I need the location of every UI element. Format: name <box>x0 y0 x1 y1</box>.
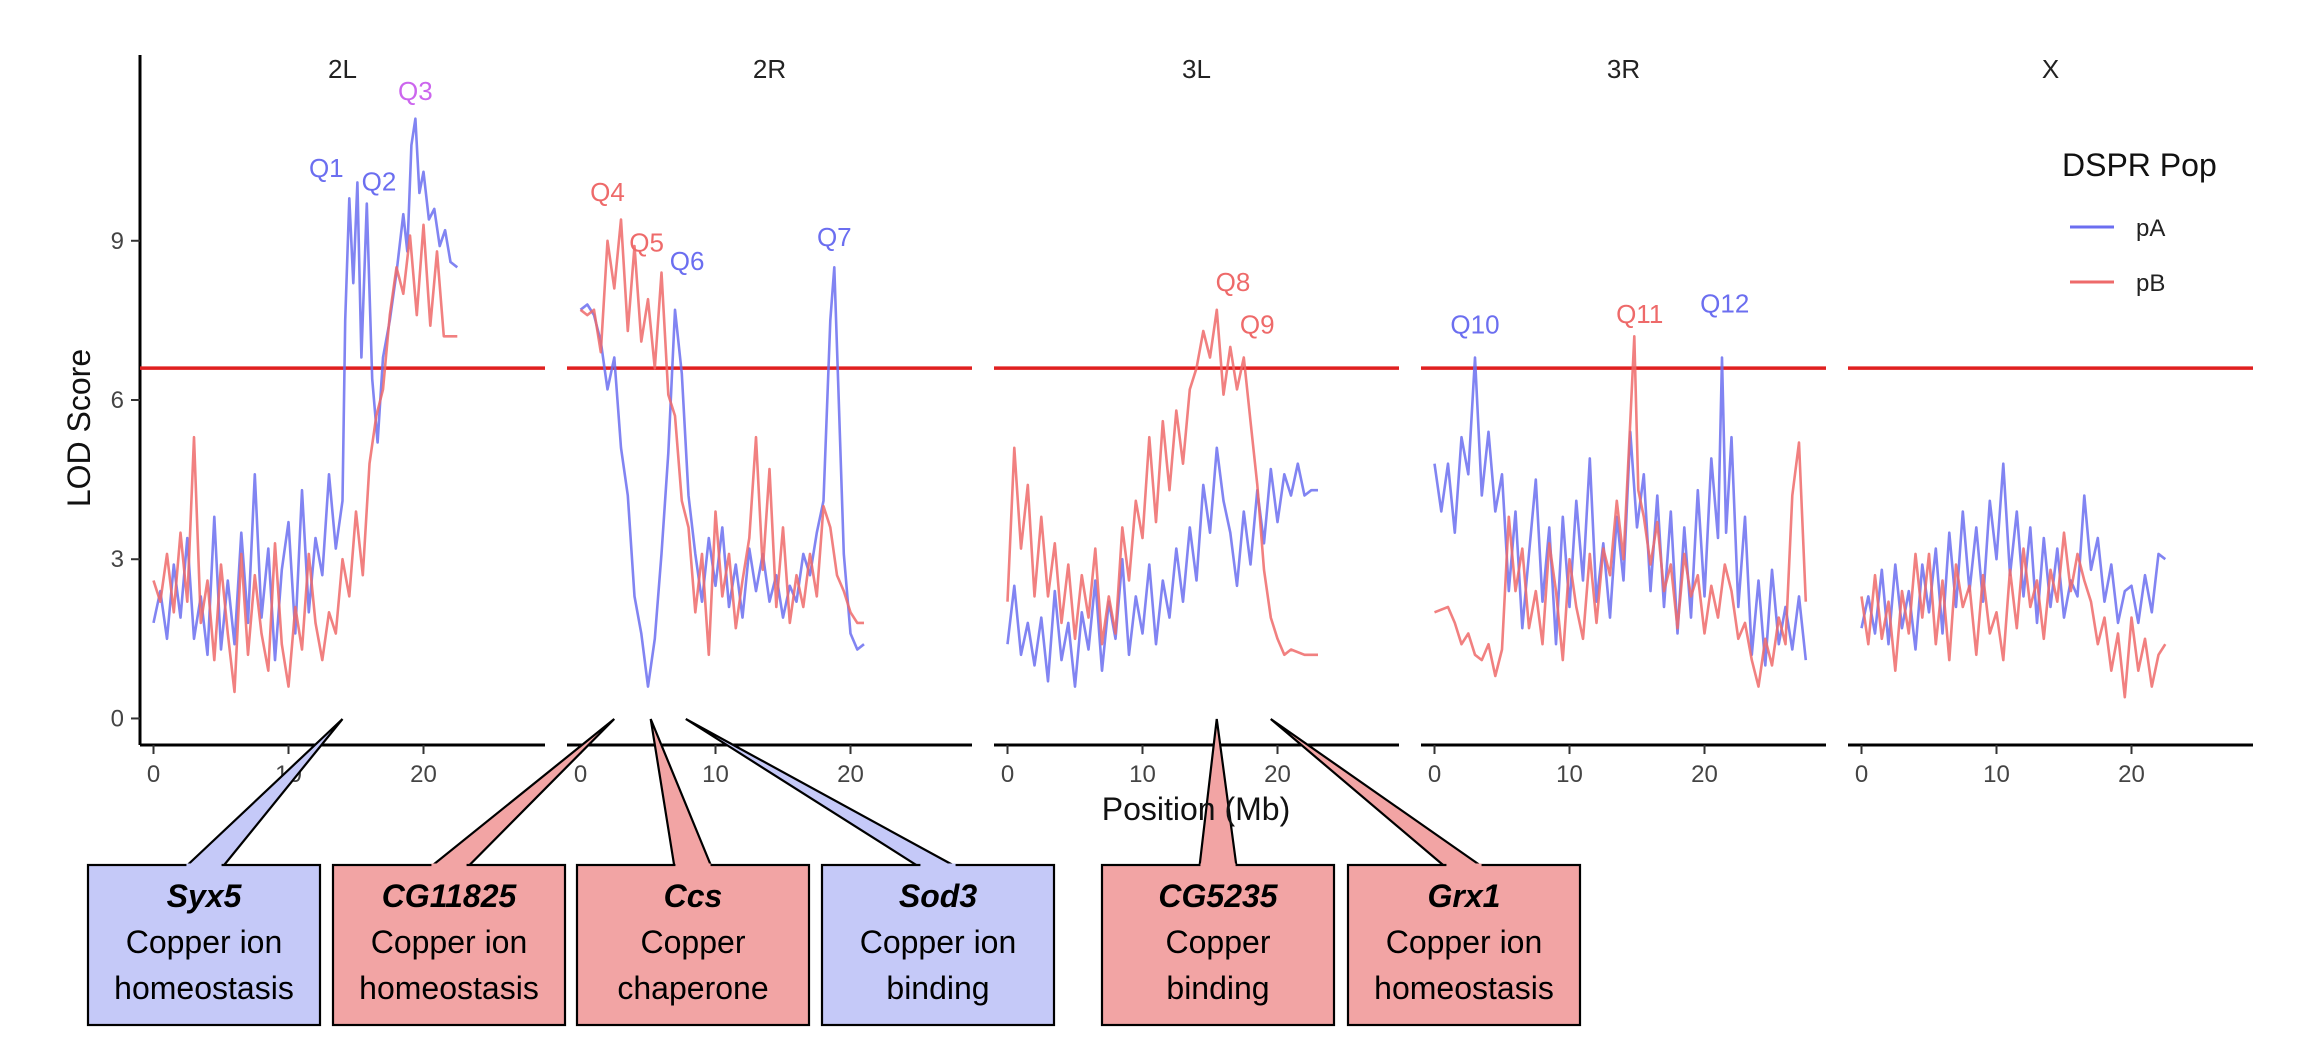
y-tick-label: 0 <box>111 705 124 732</box>
callout-pointer <box>649 718 714 869</box>
qtl-label-q12: Q12 <box>1700 288 1749 318</box>
panel-title: 2R <box>753 54 786 84</box>
panel-x: X 0 10 20 <box>1848 54 2253 788</box>
callout-line-1: Copper ion <box>860 924 1017 960</box>
x-tick-label: 20 <box>2118 761 2145 788</box>
x-tick-label: 20 <box>837 761 864 788</box>
callout-pointer <box>182 718 344 869</box>
callout-line-1: Copper ion <box>1386 924 1543 960</box>
x-axis-title: Position (Mb) <box>1102 791 1291 827</box>
x-tick-label: 0 <box>574 761 587 788</box>
callout-line-2: homeostasis <box>1374 970 1554 1006</box>
callout-line-1: Copper <box>1166 924 1271 960</box>
qtl-label-q3: Q3 <box>398 76 433 106</box>
callout-gene-name: Ccs <box>664 878 723 914</box>
series-pa-line <box>1433 356 1808 667</box>
series-pb-line <box>1006 308 1318 657</box>
callout-gene-name: Sod3 <box>899 878 977 914</box>
series-pb-line <box>152 223 458 694</box>
series-pb-line <box>1860 531 2167 699</box>
callout-gene-name: Grx1 <box>1428 878 1501 914</box>
y-tick-label: 3 <box>111 546 124 573</box>
callout-line-1: Copper <box>641 924 746 960</box>
x-tick-label: 0 <box>147 761 160 788</box>
callout-box <box>1100 863 1336 1027</box>
callout-box <box>820 863 1056 1027</box>
callout-gene-name: Syx5 <box>167 878 243 914</box>
callouts-layer: Syx5 Copper ion homeostasis CG11825 Copper i… <box>86 718 1582 1027</box>
qtl-label-q1: Q1 <box>309 153 344 183</box>
legend: DSPR Pop pA pB <box>2062 147 2217 297</box>
qtl-label-q6: Q6 <box>670 246 705 276</box>
x-tick-label: 10 <box>1983 761 2010 788</box>
qtl-label-q10: Q10 <box>1450 310 1499 340</box>
panel-3r: 3R 0 10 20 Q10 Q11 Q12 <box>1421 54 1826 788</box>
qtl-label-q11: Q11 <box>1616 299 1663 329</box>
callout-ccs: Ccs Copper chaperone <box>575 718 811 1027</box>
x-tick-label: 20 <box>1691 761 1718 788</box>
panel-2l: 2L010200369Q1Q2Q3 <box>111 54 545 788</box>
callout-line-1: Copper ion <box>126 924 283 960</box>
legend-label-pb: pB <box>2136 270 2165 297</box>
series-pa-line <box>1860 462 2167 651</box>
qtl-label-q7: Q7 <box>817 222 852 252</box>
callout-line-2: homeostasis <box>114 970 294 1006</box>
qtl-label-q5: Q5 <box>629 227 664 257</box>
x-tick-label: 0 <box>1001 761 1014 788</box>
qtl-label-q8: Q8 <box>1216 267 1251 297</box>
qtl-label-q2: Q2 <box>362 166 397 196</box>
x-tick-label: 20 <box>410 761 437 788</box>
callout-box <box>1346 863 1582 1027</box>
callout-line-1: Copper ion <box>371 924 528 960</box>
series-pb-line <box>579 218 864 657</box>
callout-line-2: chaperone <box>617 970 768 1006</box>
series-pa-line <box>152 117 459 662</box>
panel-3l: 3L 0 10 20 Q8 Q9 <box>994 54 1399 788</box>
x-tick-label: 10 <box>1556 761 1583 788</box>
callout-line-2: homeostasis <box>359 970 539 1006</box>
x-tick-label: 0 <box>1855 761 1868 788</box>
series-pa-line <box>1006 446 1318 688</box>
x-tick-label: 10 <box>1129 761 1156 788</box>
panel-title: X <box>2042 54 2059 84</box>
series-pa-line <box>579 265 865 688</box>
callout-box <box>331 863 567 1027</box>
panel-title: 3L <box>1182 54 1211 84</box>
axes-titles: Position (Mb) LOD Score <box>61 349 1290 827</box>
callout-pointer <box>427 718 616 869</box>
y-tick-label: 6 <box>111 387 124 414</box>
x-tick-label: 0 <box>1428 761 1441 788</box>
callout-pointer <box>1270 718 1487 869</box>
callout-grx1: Grx1 Copper ion homeostasis <box>1270 718 1582 1027</box>
callout-sod3: Sod3 Copper ion binding <box>685 718 1056 1027</box>
callout-line-2: binding <box>1166 970 1269 1006</box>
legend-title: DSPR Pop <box>2062 147 2217 183</box>
legend-label-pa: pA <box>2136 215 2165 242</box>
series-pb-line <box>1434 334 1808 688</box>
panel-title: 3R <box>1607 54 1640 84</box>
panel-title: 2L <box>328 54 357 84</box>
callout-gene-name: CG5235 <box>1158 878 1278 914</box>
qtl-label-q9: Q9 <box>1240 310 1275 340</box>
callout-box <box>575 863 811 1027</box>
callout-cg5235: CG5235 Copper binding <box>1100 718 1336 1027</box>
x-tick-label: 10 <box>702 761 729 788</box>
y-tick-label: 9 <box>111 228 124 255</box>
callout-syx5: Syx5 Copper ion homeostasis <box>86 718 344 1027</box>
x-tick-label: 20 <box>1264 761 1291 788</box>
callout-pointer <box>685 718 958 869</box>
callout-cg11825: CG11825 Copper ion homeostasis <box>331 718 616 1027</box>
qtl-label-q4: Q4 <box>590 177 625 207</box>
callout-gene-name: CG11825 <box>382 878 518 914</box>
callout-line-2: binding <box>886 970 989 1006</box>
y-axis-title: LOD Score <box>61 349 97 507</box>
callout-box <box>86 863 322 1027</box>
